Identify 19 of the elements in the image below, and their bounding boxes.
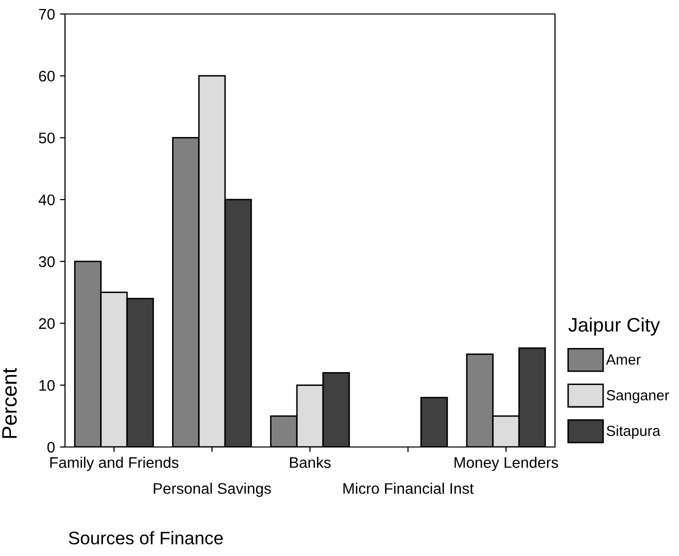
y-tick-label: 50	[38, 132, 55, 144]
y-tick-label: 70	[39, 8, 55, 20]
legend-label: Sanganer	[606, 390, 670, 404]
y-axis-title: Percent	[2, 368, 17, 438]
y-tick-label: 0	[47, 442, 55, 453]
x-tick-label: Personal Savings	[154, 482, 271, 497]
y-tick-label: 20	[39, 318, 55, 329]
y-tick-label: 10	[39, 380, 55, 391]
x-tick-label: Family and Friends	[50, 456, 178, 471]
x-tick-label: Money Lenders	[454, 456, 558, 471]
y-tick-label: 30	[38, 256, 55, 268]
legend-title: Jaipur City	[568, 317, 660, 336]
y-tick-label: 40	[38, 194, 55, 206]
x-tick-label: Banks	[290, 456, 331, 468]
x-tick-label: Micro Financial Inst	[343, 482, 474, 494]
legend-label: Sitapura	[606, 425, 660, 439]
y-tick-label: 60	[39, 70, 55, 82]
x-axis-title: Sources of Finance	[68, 531, 223, 544]
legend-label: Amer	[606, 354, 641, 365]
